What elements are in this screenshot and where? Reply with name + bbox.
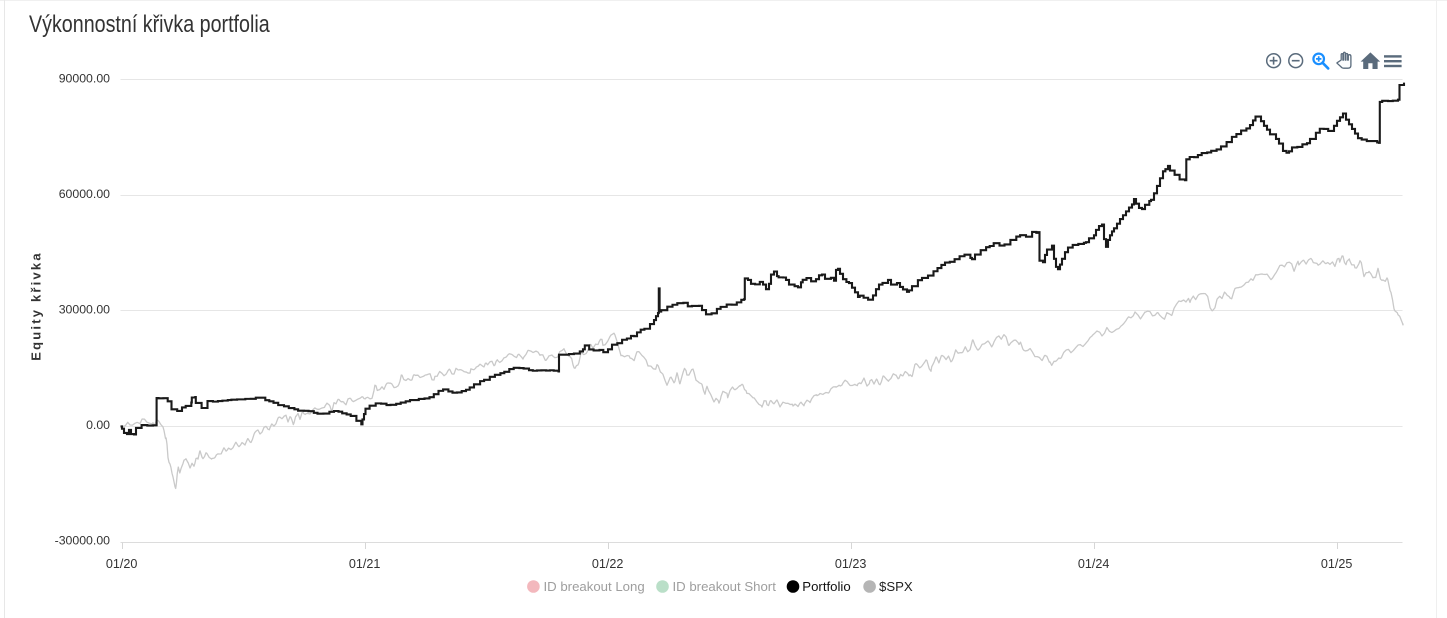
svg-text:Portfolio: Portfolio: [802, 579, 850, 594]
svg-text:-30000.00: -30000.00: [55, 534, 111, 548]
svg-text:Equity křivka: Equity křivka: [29, 251, 44, 361]
svg-text:01/22: 01/22: [592, 557, 624, 571]
svg-text:ID breakout Short: ID breakout Short: [673, 579, 777, 594]
svg-text:01/21: 01/21: [349, 557, 381, 571]
svg-text:60000.00: 60000.00: [59, 187, 110, 201]
svg-text:30000.00: 30000.00: [59, 303, 110, 317]
svg-text:01/20: 01/20: [106, 557, 138, 571]
svg-text:01/25: 01/25: [1321, 557, 1353, 571]
svg-text:01/23: 01/23: [835, 557, 867, 571]
svg-text:01/24: 01/24: [1078, 557, 1110, 571]
svg-text:ID breakout Long: ID breakout Long: [544, 579, 645, 594]
svg-text:90000.00: 90000.00: [59, 71, 110, 85]
svg-text:$SPX: $SPX: [879, 579, 913, 594]
svg-text:0.00: 0.00: [86, 418, 110, 432]
